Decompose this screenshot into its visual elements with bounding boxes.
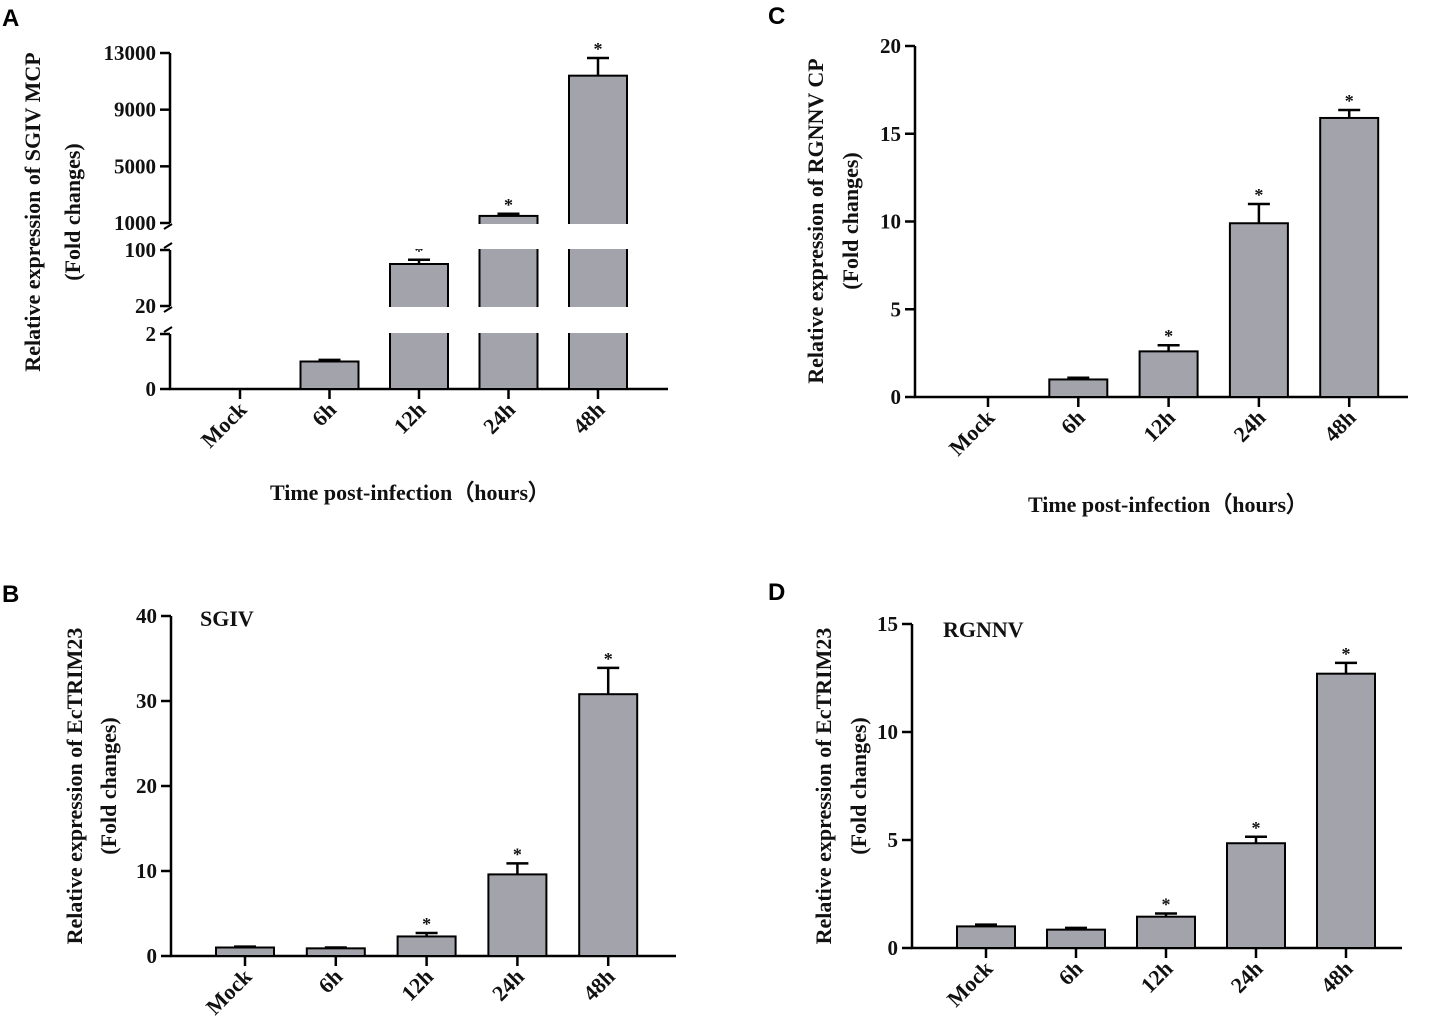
bar-mock (956, 925, 1016, 950)
significance-marker: * (1345, 91, 1354, 111)
y-tick-label: 5 (891, 297, 902, 321)
chart-title: RGNNV (943, 617, 1024, 642)
x-tick-label: 12h (389, 397, 431, 439)
y-axis-label: Relative expression of EcTRIM23 (62, 628, 87, 945)
x-tick-label: Mock (196, 396, 252, 452)
x-tick-label: 6h (1056, 405, 1090, 439)
x-tick-label: 24h (487, 964, 529, 1006)
y-tick-label: 20 (135, 294, 156, 318)
chart-panel-d: 0 5 10 15 Mock 6h * 12h * 24h * 48h Relative express… (811, 612, 1402, 1012)
chart-panel-c: 0 5 10 15 20 Mock 6h * 12h * 24h * 48h Relative expre… (803, 34, 1408, 517)
y-tick-label: 10 (136, 859, 157, 883)
significance-marker: * (513, 844, 522, 864)
bar-6h (1048, 378, 1109, 399)
significance-marker: * (415, 241, 424, 261)
axis-break-mark (163, 223, 173, 230)
significance-marker: * (422, 914, 431, 934)
chart-panel-b: 0 10 20 30 40 Mock 6h * 12h * 24h * 48h Relative expr… (62, 604, 676, 1020)
panel-letter-b: B (2, 581, 19, 608)
bar-24h (1228, 222, 1289, 398)
bar-48h (1319, 116, 1380, 399)
significance-marker: * (1342, 644, 1351, 664)
bar-mock (215, 946, 275, 957)
y-axis-label: Relative expression of SGIV MCP (20, 52, 45, 371)
axis-break-gap (174, 307, 672, 333)
x-tick-label: 12h (396, 964, 438, 1006)
y-axis-label-units: (Fold changes) (60, 143, 85, 281)
y-tick-label: 1000 (114, 211, 156, 235)
significance-marker: * (1254, 185, 1263, 205)
y-axis-label-units: (Fold changes) (96, 717, 121, 855)
significance-marker: * (604, 649, 613, 669)
y-tick-label: 15 (880, 122, 901, 146)
x-axis-label: Time post-infection（hours） (270, 480, 550, 505)
bar-12h (1138, 350, 1199, 398)
significance-marker: * (1252, 818, 1261, 838)
axis-break-mark (163, 326, 173, 333)
bar-12h (1136, 915, 1196, 949)
chart-title: SGIV (200, 606, 254, 631)
y-tick-label: 0 (147, 944, 158, 968)
panel-letter-d: D (768, 579, 785, 606)
y-tick-label: 0 (146, 377, 157, 401)
x-tick-label: 6h (313, 964, 347, 998)
x-tick-label: 48h (1316, 956, 1358, 998)
panel-letter-a: A (2, 5, 19, 32)
y-tick-label: 0 (891, 385, 902, 409)
y-axis-label-units: (Fold changes) (846, 717, 871, 855)
bar-6h (305, 947, 366, 957)
significance-marker: * (1164, 326, 1173, 346)
axis-break-gap (174, 224, 672, 249)
x-tick-label: 6h (1053, 956, 1087, 990)
chart-panel-a: 0 2 20 100 1000 5000 9000 13000 Mock 6h * 12h * 24h * 4… (20, 39, 672, 505)
bar-24h (1226, 842, 1286, 949)
y-tick-label: 9000 (114, 98, 156, 122)
significance-marker: * (594, 39, 603, 59)
bar-6h (299, 360, 360, 390)
y-tick-label: 10 (877, 720, 898, 744)
y-tick-label: 20 (880, 34, 901, 58)
bar-48h (1316, 672, 1376, 949)
y-axis-label: Relative expression of EcTRIM23 (811, 628, 836, 945)
y-axis-label: Relative expression of RGNNV CP (803, 58, 828, 384)
x-tick-label: Mock (942, 955, 998, 1011)
axis-break-mark (163, 306, 173, 313)
y-tick-label: 40 (136, 604, 157, 628)
x-tick-label: 6h (307, 397, 341, 431)
y-tick-label: 10 (880, 210, 901, 234)
x-tick-label: 24h (1226, 956, 1268, 998)
panel-letter-c: C (768, 3, 785, 30)
bar-6h (1046, 928, 1106, 950)
bar-48h (578, 693, 639, 957)
significance-marker: * (1162, 894, 1171, 914)
bar-12h (396, 935, 457, 958)
x-tick-label: 24h (478, 397, 520, 439)
significance-marker: * (504, 195, 513, 215)
y-tick-label: 15 (877, 612, 898, 636)
y-tick-label: 5 (888, 828, 899, 852)
x-tick-label: 48h (568, 397, 610, 439)
x-tick-label: Mock (944, 404, 1000, 460)
x-axis-label: Time post-infection（hours） (1028, 492, 1308, 517)
y-tick-label: 20 (136, 774, 157, 798)
axis-break-mark (163, 242, 173, 249)
y-tick-label: 2 (146, 322, 157, 346)
y-axis-label-units: (Fold changes) (838, 152, 863, 290)
y-tick-label: 5000 (114, 154, 156, 178)
bar-24h (487, 873, 548, 958)
x-tick-label: 12h (1136, 956, 1178, 998)
x-tick-label: 24h (1229, 405, 1271, 447)
y-tick-label: 13000 (104, 41, 157, 65)
x-tick-label: Mock (201, 963, 257, 1019)
x-tick-label: 48h (578, 964, 620, 1006)
x-tick-label: 12h (1138, 405, 1180, 447)
y-tick-label: 30 (136, 689, 157, 713)
x-tick-label: 48h (1319, 405, 1361, 447)
y-tick-label: 0 (888, 936, 899, 960)
y-tick-label: 100 (125, 238, 157, 262)
